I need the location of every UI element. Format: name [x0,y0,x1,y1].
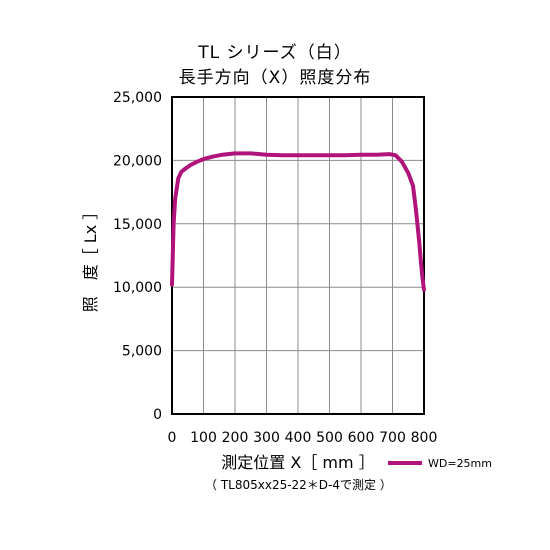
x-tick-label: 300 [253,430,280,446]
x-tick-label: 500 [316,430,343,446]
y-tick-label: 5,000 [122,344,162,360]
y-tick-label: 15,000 [113,217,162,233]
y-tick-label: 20,000 [113,153,162,169]
x-tick-label: 700 [379,430,406,446]
x-tick-label: 0 [168,430,177,446]
legend-label-wd25: WD=25mm [428,457,492,470]
x-axis-label: 測定位置 X［ mm ］ [221,453,374,472]
x-tick-label: 200 [222,430,249,446]
x-tick-label: 600 [348,430,375,446]
x-tick-label: 100 [190,430,217,446]
y-tick-label: 0 [153,407,162,423]
y-tick-label: 10,000 [113,280,162,296]
series-line-0 [170,151,426,292]
x-tick-label: 800 [411,430,438,446]
chart-title: TL シリーズ（白） [198,43,352,63]
y-tick-label: 25,000 [113,90,162,106]
measurement-note: （ TL805xx25-22＊D-4で測定 ） [205,478,392,492]
legend: WD=25mm [388,457,492,470]
y-axis-label: 照 度［ Lx ］ [81,204,100,313]
x-tick-label: 400 [285,430,312,446]
chart-subtitle: 長手方向（X）照度分布 [178,68,372,88]
